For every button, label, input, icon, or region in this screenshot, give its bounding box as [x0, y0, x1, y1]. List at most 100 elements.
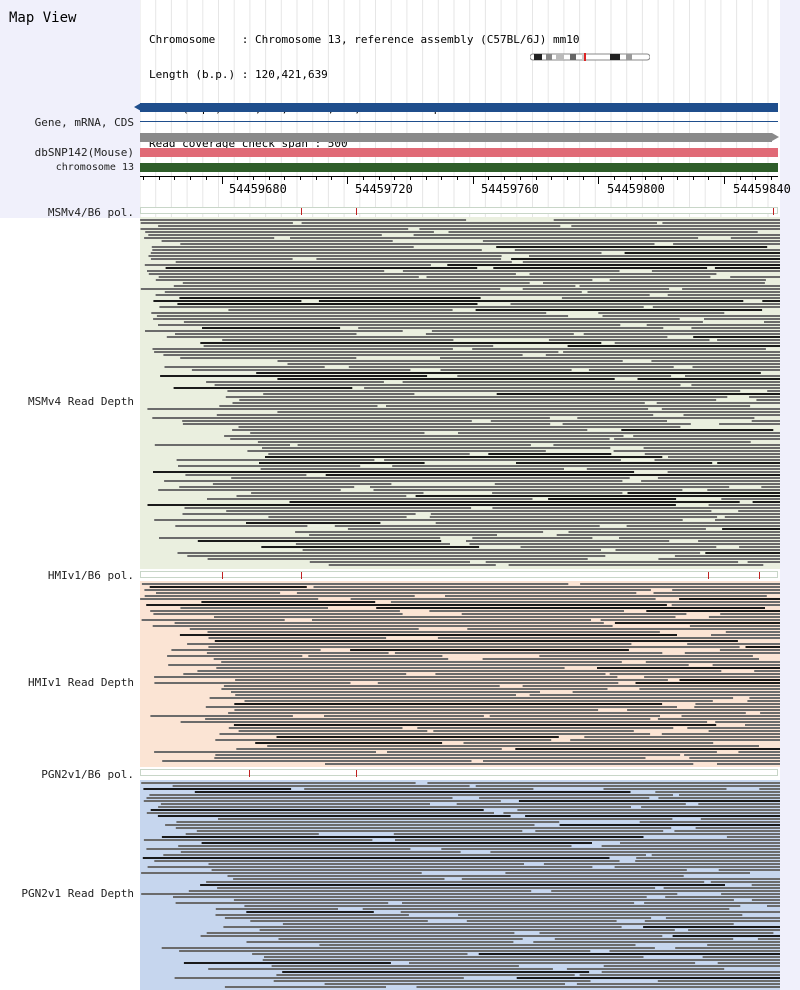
read-segment — [219, 405, 378, 407]
read-segment — [309, 534, 497, 536]
read-segment — [178, 845, 572, 847]
read-segment — [324, 983, 565, 985]
read-segment — [511, 258, 780, 260]
ruler-tick — [284, 176, 286, 180]
read-segment — [221, 688, 608, 690]
chromosome-track-bar[interactable] — [140, 163, 778, 172]
read-segment — [297, 444, 531, 446]
read-segment — [152, 249, 482, 251]
ruler — [140, 176, 780, 200]
read-segment — [754, 670, 780, 672]
read-segment — [289, 501, 740, 503]
read-segment — [708, 504, 780, 506]
read-segment — [614, 438, 780, 440]
read-segment — [224, 986, 386, 988]
read-segment — [277, 378, 615, 380]
read-segment — [533, 941, 780, 943]
read-segment — [597, 667, 780, 669]
read-segment — [767, 390, 780, 392]
read-segment — [633, 435, 780, 437]
read-segment — [158, 489, 341, 491]
read-segment — [155, 294, 650, 296]
read-segment — [561, 297, 780, 299]
hmi-read-depth[interactable] — [140, 581, 780, 767]
read-segment — [376, 607, 765, 609]
msm-pol-bar[interactable] — [140, 207, 778, 215]
read-segment — [644, 453, 780, 455]
read-segment — [580, 583, 780, 585]
read-segment — [145, 231, 434, 233]
read-segment — [535, 830, 664, 832]
read-segment — [715, 721, 780, 723]
read-segment — [655, 791, 780, 793]
read-segment — [711, 634, 780, 636]
read-segment — [277, 360, 623, 362]
read-segment — [668, 456, 780, 458]
ruler-tick — [519, 176, 521, 180]
read-segment — [234, 703, 663, 705]
read-segment — [644, 902, 780, 904]
read-segment — [187, 555, 606, 557]
read-segment — [208, 968, 553, 970]
read-segment — [350, 649, 629, 651]
read-segment — [749, 396, 780, 398]
read-segment — [402, 381, 780, 383]
read-segment — [319, 944, 636, 946]
read-segment — [206, 932, 515, 934]
read-segment — [461, 613, 687, 615]
read-segment — [225, 396, 728, 398]
read-segment — [159, 306, 644, 308]
gene-track-bar[interactable] — [140, 103, 778, 112]
read-segment — [160, 375, 428, 377]
read-segment — [624, 252, 780, 254]
read-segment — [228, 712, 746, 714]
read-segment — [165, 824, 535, 826]
ruler-tick — [252, 176, 254, 180]
read-segment — [180, 721, 708, 723]
read-segment — [490, 851, 780, 853]
gene-track-gray-bar[interactable] — [140, 133, 772, 142]
read-segment — [144, 264, 431, 266]
read-segment — [252, 953, 468, 955]
read-segment — [147, 866, 593, 868]
read-segment — [152, 348, 453, 350]
chromosome-ideogram[interactable] — [530, 53, 650, 61]
read-segment — [662, 222, 780, 224]
read-segment — [653, 592, 780, 594]
hmi-reads — [140, 583, 780, 765]
read-segment — [548, 498, 677, 500]
map-view-title: Map View — [9, 10, 77, 26]
ruler-tick — [268, 176, 270, 180]
read-segment — [457, 375, 672, 377]
read-segment — [160, 803, 430, 805]
read-segment — [522, 261, 780, 263]
read-segment — [182, 420, 472, 422]
read-segment — [183, 321, 703, 323]
pgn-read-depth[interactable] — [140, 780, 780, 990]
read-segment — [674, 830, 780, 832]
read-segment — [207, 498, 533, 500]
read-segment — [700, 818, 780, 820]
read-segment — [154, 444, 290, 446]
hmi-pol-bar[interactable] — [140, 571, 778, 579]
pgn-pol-bar[interactable] — [140, 769, 778, 777]
ruler-tick — [755, 176, 757, 180]
read-segment — [211, 869, 687, 871]
snp-track-bar[interactable] — [140, 148, 778, 157]
read-segment — [179, 950, 591, 952]
read-segment — [456, 803, 686, 805]
read-segment — [205, 718, 651, 720]
read-segment — [377, 682, 619, 684]
read-segment — [233, 878, 445, 880]
read-segment — [259, 462, 425, 464]
read-segment — [161, 836, 644, 838]
read-segment — [246, 941, 514, 943]
read-segment — [212, 483, 392, 485]
read-segment — [228, 727, 403, 729]
read-segment — [651, 360, 780, 362]
read-segment — [725, 631, 780, 633]
msm-read-depth[interactable] — [140, 217, 780, 569]
read-segment — [402, 902, 635, 904]
read-segment — [475, 309, 763, 311]
read-segment — [268, 453, 470, 455]
